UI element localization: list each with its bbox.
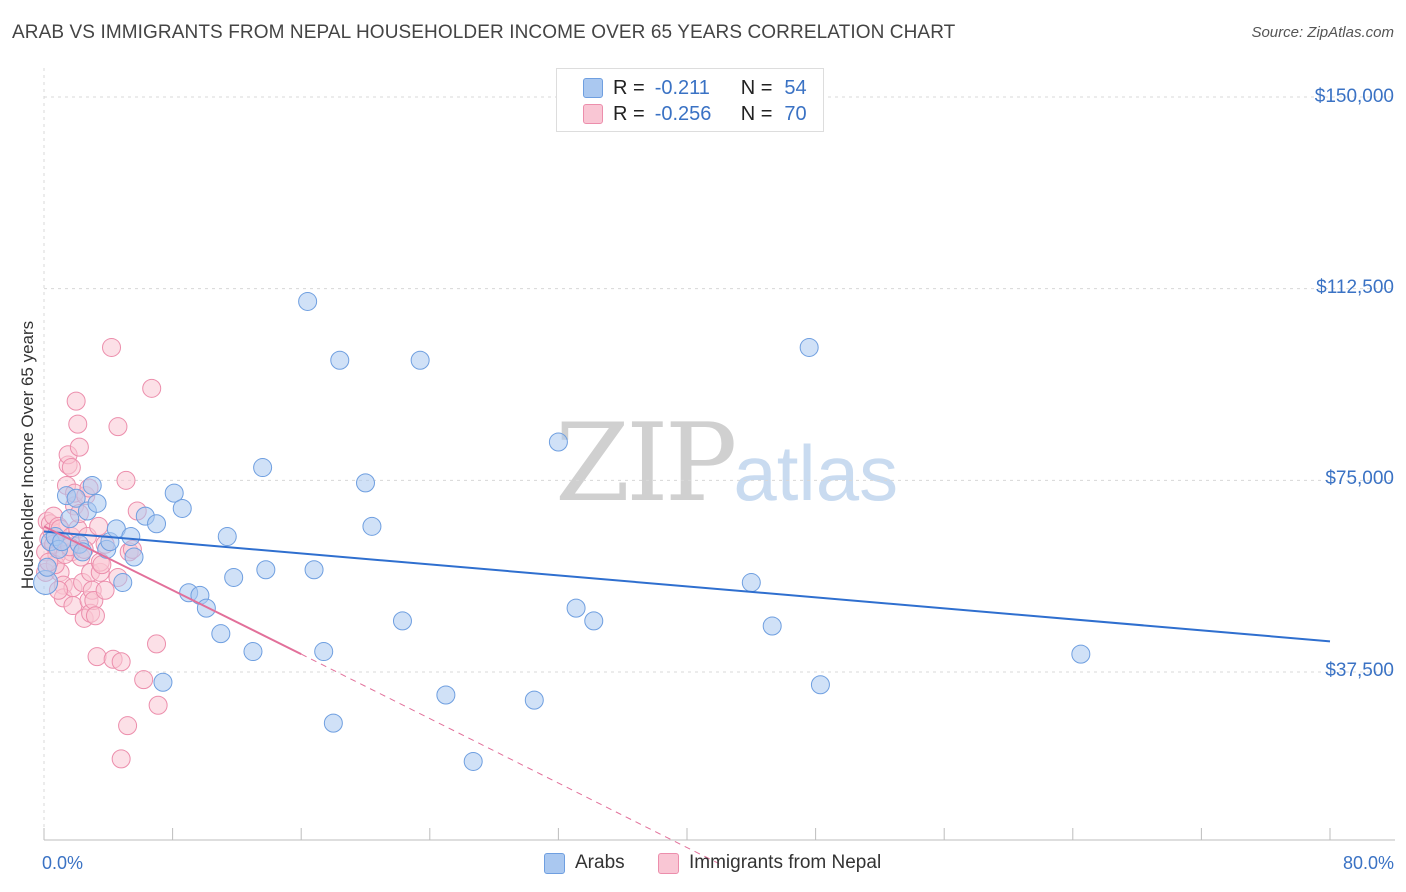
x-tick-label-min: 0.0%	[42, 853, 84, 873]
arabs-point	[172, 498, 192, 518]
watermark-zip: ZIP	[555, 401, 737, 526]
arabs-point	[66, 488, 86, 508]
nepal-point	[108, 417, 128, 437]
legend-r-value: -0.211	[654, 76, 710, 99]
arabs-point	[314, 642, 334, 662]
arabs-point	[253, 458, 273, 478]
legend-r-label: R =	[613, 102, 645, 125]
arabs-point	[762, 616, 782, 636]
legend-label-nepal: Immigrants from Nepal	[689, 852, 882, 873]
arabs-point	[124, 547, 144, 567]
arabs-point	[37, 557, 57, 577]
arabs-point	[82, 475, 102, 495]
nepal-point	[134, 670, 154, 690]
y-tick-label-112500: $112,500	[1316, 277, 1394, 298]
arabs-point	[256, 560, 276, 580]
arabs-point	[323, 713, 343, 733]
arabs-point	[548, 432, 568, 452]
nepal-point	[68, 414, 88, 434]
arabs-point	[60, 509, 80, 529]
y-tick-label-37500: $37,500	[1325, 660, 1394, 681]
legend-row-nepal: R = -0.256 N = 70	[583, 102, 807, 126]
arabs-point	[584, 611, 604, 631]
nepal-point	[111, 652, 131, 672]
legend-r-value: -0.256	[654, 102, 712, 125]
x-tick-label-max: 80.0%	[1342, 853, 1394, 873]
nepal-point	[89, 516, 109, 536]
legend-r-label: R =	[613, 76, 645, 99]
arabs-point	[810, 675, 830, 695]
legend-swatch-arabs	[544, 852, 565, 874]
arabs-point	[113, 573, 133, 593]
legend-label-arabs: Arabs	[575, 852, 625, 873]
legend-row-arabs: R = -0.211 N = 54	[583, 76, 807, 100]
arabs-point	[243, 642, 263, 662]
watermark-atlas: atlas	[733, 429, 899, 517]
nepal-point	[111, 749, 131, 769]
nepal-point	[102, 337, 122, 357]
series-arabs	[33, 291, 1091, 771]
stats-legend: R = -0.211 N = 54 R = -0.256 N = 70	[556, 68, 824, 132]
nepal-point	[66, 391, 86, 411]
arabs-point	[330, 350, 350, 370]
legend-swatch-nepal	[658, 852, 679, 874]
y-axis-label: Householder Income Over 65 years	[18, 320, 37, 590]
legend-n-label: N =	[740, 102, 773, 125]
arabs-point	[153, 672, 173, 692]
series-legend: Arabs Immigrants from Nepal	[0, 852, 1406, 878]
arabs-point	[224, 567, 244, 587]
nepal-point	[95, 580, 115, 600]
legend-n-value: 54	[784, 76, 807, 99]
nepal-point	[87, 647, 107, 667]
arabs-point	[566, 598, 586, 618]
arabs-point	[362, 516, 382, 536]
arabs-point	[147, 514, 167, 534]
arabs-point	[463, 751, 483, 771]
legend-swatch-nepal	[583, 104, 603, 124]
arabs-point	[298, 291, 318, 311]
arabs-point	[87, 493, 107, 513]
series-nepal	[36, 337, 168, 769]
arabs-point	[392, 611, 412, 631]
nepal-trend-line	[43, 525, 302, 656]
y-tick-label-150000: $150,000	[1314, 86, 1394, 107]
watermark: ZIPatlas	[555, 400, 898, 526]
arabs-point	[211, 624, 231, 644]
nepal-point	[116, 470, 136, 490]
x-axis	[43, 828, 1395, 841]
legend-swatch-arabs	[583, 78, 603, 98]
nepal-trend-extension	[300, 653, 720, 865]
arabs-point	[741, 573, 761, 593]
legend-n-label: N =	[740, 76, 773, 99]
arabs-point	[410, 350, 430, 370]
legend-item-arabs[interactable]: Arabs	[544, 852, 625, 874]
nepal-point	[142, 378, 162, 398]
arabs-point	[164, 483, 184, 503]
nepal-point	[85, 606, 105, 626]
nepal-point	[147, 634, 167, 654]
arabs-point	[196, 598, 216, 618]
arabs-point	[799, 337, 819, 357]
arabs-point	[436, 685, 456, 705]
chart-title: ARAB VS IMMIGRANTS FROM NEPAL HOUSEHOLDE…	[12, 22, 956, 43]
nepal-point	[118, 716, 138, 736]
nepal-point	[61, 458, 81, 478]
legend-n-value: 70	[784, 102, 807, 125]
nepal-point	[148, 695, 168, 715]
arabs-point	[524, 690, 544, 710]
legend-item-nepal[interactable]: Immigrants from Nepal	[658, 852, 881, 874]
arabs-trend-line	[43, 530, 1331, 643]
arabs-point	[356, 473, 375, 493]
gridlines	[43, 68, 1395, 840]
arabs-point	[217, 527, 237, 547]
nepal-point	[69, 437, 89, 457]
y-tick-label-75000: $75,000	[1325, 468, 1394, 489]
arabs-point	[121, 527, 141, 547]
arabs-point	[304, 560, 324, 580]
trend-lines	[43, 525, 1331, 865]
arabs-point	[1071, 644, 1091, 664]
source-label: Source: ZipAtlas.com	[1251, 24, 1394, 41]
